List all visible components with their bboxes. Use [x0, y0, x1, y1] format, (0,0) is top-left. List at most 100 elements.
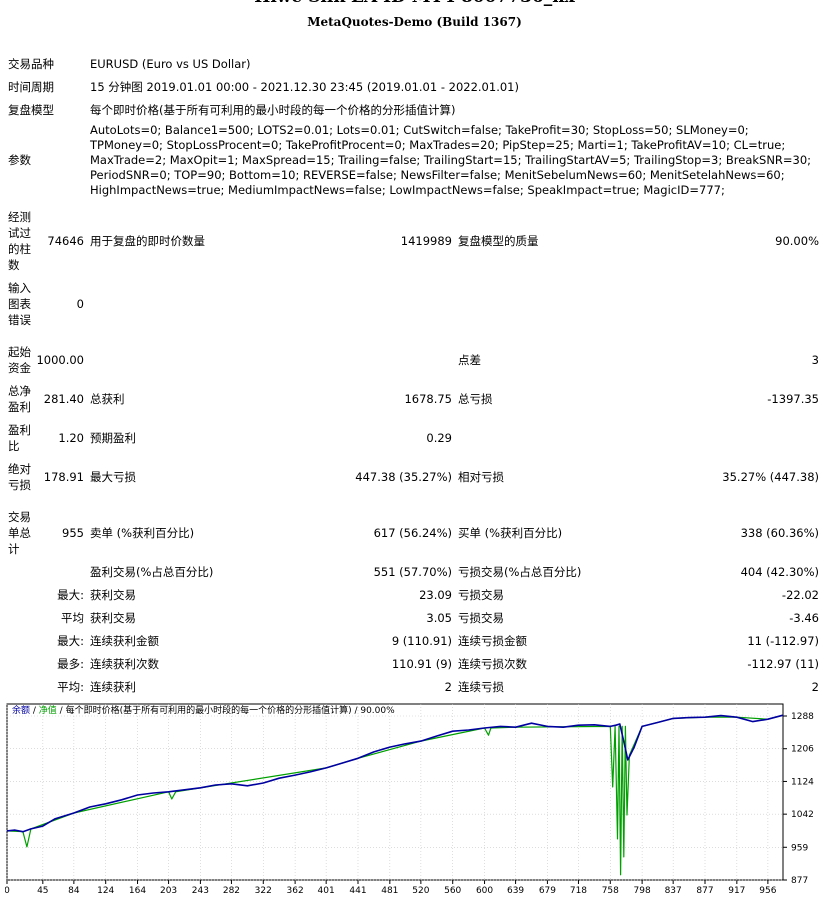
report-subtitle: MetaQuotes-Demo (Build 1367) [307, 15, 522, 29]
avg-cons-wins-label: 连续获利 [90, 680, 136, 694]
rel-dd-value: 35.27% (447.38) [722, 470, 819, 484]
gross-profit-value: 1678.75 [404, 392, 452, 406]
cons-loss-value: -112.97 (11) [747, 657, 819, 671]
avg-profit-label: 获利交易 [90, 611, 136, 625]
params-label: 参数 [8, 153, 31, 167]
loss-trades-label: 亏损交易(%占总百分比) [458, 565, 582, 579]
deposit-label-1: 起始 [8, 345, 31, 359]
bars-label-4: 数 [8, 258, 20, 272]
abs-dd-value: 178.91 [43, 470, 84, 484]
trades-value: 955 [62, 526, 84, 540]
largest-profit-label: 获利交易 [90, 588, 136, 602]
trades-label-1: 交易 [8, 510, 31, 524]
long-label: 买单 (%获利百分比) [458, 526, 563, 540]
avg-label: 平均 [61, 611, 84, 625]
y-tick-label: 877 [791, 876, 808, 886]
x-tick-label: 401 [318, 886, 335, 896]
x-tick-label: 758 [602, 886, 619, 896]
payoff-value: 0.29 [426, 431, 452, 445]
spread-label: 点差 [458, 353, 481, 367]
profit-trades-value: 551 (57.70%) [373, 565, 452, 579]
chart-legend: 余额 / 净值 / 每个即时价格(基于所有可利用的最小时段的每一个价格的分形插值… [12, 705, 395, 717]
largest-profit-value: 23.09 [419, 588, 452, 602]
legend-quality: 90.00% [360, 706, 395, 716]
y-tick-label: 1124 [791, 777, 814, 787]
model-value: 每个即时价格(基于所有可利用的最小时段的每一个价格的分形插值计算) [90, 103, 456, 117]
quality-label: 复盘模型的质量 [458, 234, 539, 248]
net-label-1: 总净 [8, 384, 31, 398]
y-tick-label: 959 [791, 843, 808, 853]
x-tick-label: 917 [728, 886, 745, 896]
abs-dd-label-1: 绝对 [8, 462, 31, 476]
gross-loss-value: -1397.35 [767, 392, 819, 406]
cons-loss-label: 连续亏损次数 [458, 657, 527, 671]
chart-frame [6, 703, 784, 881]
gross-profit-label: 总获利 [90, 392, 125, 406]
largest-loss-label: 亏损交易 [458, 588, 504, 602]
x-tick-label: 362 [287, 886, 304, 896]
x-tick-label: 203 [160, 886, 177, 896]
long-value: 338 (60.36%) [740, 526, 819, 540]
y-tick-label: 1206 [791, 745, 814, 755]
x-tick-label: 282 [223, 886, 240, 896]
max2-label: 最大: [57, 634, 84, 648]
x-tick-label: 837 [665, 886, 682, 896]
x-tick-label: 956 [759, 886, 776, 896]
balance-chart-svg: 0 45 84 124 164 203 243 282 322 362 401 441 481 520 56… [5, 703, 814, 896]
x-tick-label: 124 [97, 886, 114, 896]
x-tick-label: 0 [5, 886, 10, 896]
legend-separator: / [30, 706, 39, 716]
net-label-2: 盈利 [8, 400, 31, 414]
legend-equity: 净值 [38, 706, 57, 716]
bars-label-1: 经测 [8, 210, 31, 224]
payoff-label: 预期盈利 [90, 431, 136, 445]
avg2-label: 平均: [57, 680, 84, 694]
max-dd-value: 447.38 (35.27%) [355, 470, 452, 484]
legend-separator: / [351, 706, 361, 716]
balance-chart: 0 45 84 124 164 203 243 282 322 362 401 441 481 520 56… [5, 702, 825, 896]
x-tick-label: 560 [444, 886, 461, 896]
period-label: 时间周期 [8, 80, 54, 94]
ticks-value: 1419989 [400, 234, 452, 248]
largest-loss-value: -22.02 [781, 588, 819, 602]
loss-trades-value: 404 (42.30%) [740, 565, 819, 579]
most-label: 最多: [57, 657, 84, 671]
balance-line [6, 714, 784, 833]
cons-losses-money-label: 连续亏损金额 [458, 634, 527, 648]
short-label: 卖单 (%获利百分比) [90, 526, 195, 540]
bars-label-3: 的柱 [8, 242, 31, 256]
gross-loss-label: 总亏损 [458, 392, 493, 406]
avg-loss-label: 亏损交易 [458, 611, 504, 625]
x-tick-label: 84 [68, 886, 80, 896]
params-value: AutoLots=0; Balance1=500; LOTS2=0.01; Lo… [90, 123, 812, 197]
report-title: Hiwe Slik EA ID MT4 8007736_fix [0, 0, 829, 8]
errors-label-3: 错误 [8, 313, 31, 327]
quality-value: 90.00% [775, 234, 819, 248]
errors-label-1: 输入 [8, 281, 31, 295]
avg-profit-value: 3.05 [426, 611, 452, 625]
period-value: 15 分钟图 2019.01.01 00:00 - 2021.12.30 23:… [90, 80, 519, 94]
bars-value: 74646 [47, 234, 84, 248]
spread-value: 3 [811, 353, 819, 367]
trades-label-2: 单总 [8, 526, 31, 540]
symbol-value: EURUSD (Euro vs US Dollar) [90, 57, 251, 71]
max-label: 最大: [57, 588, 84, 602]
x-tick-label: 441 [349, 886, 366, 896]
legend-separator: / [56, 706, 66, 716]
x-tick-label: 639 [507, 886, 524, 896]
pf-label-1: 盈利 [8, 423, 31, 437]
ticks-label: 用于复盘的即时价数量 [90, 234, 205, 248]
y-tick-label: 1288 [791, 712, 814, 722]
x-tick-label: 243 [192, 886, 209, 896]
errors-value: 0 [76, 297, 84, 311]
x-tick-label: 322 [255, 886, 272, 896]
x-tick-label: 600 [476, 886, 493, 896]
bars-label-2: 试过 [8, 226, 31, 240]
cons-wins-money-value: 9 (110.91) [391, 634, 452, 648]
abs-dd-label-2: 亏损 [8, 478, 31, 492]
pf-label-2: 比 [8, 439, 20, 453]
rel-dd-label: 相对亏损 [458, 470, 504, 484]
avg-loss-value: -3.46 [789, 611, 819, 625]
net-value: 281.40 [43, 392, 84, 406]
x-tick-label: 481 [381, 886, 398, 896]
